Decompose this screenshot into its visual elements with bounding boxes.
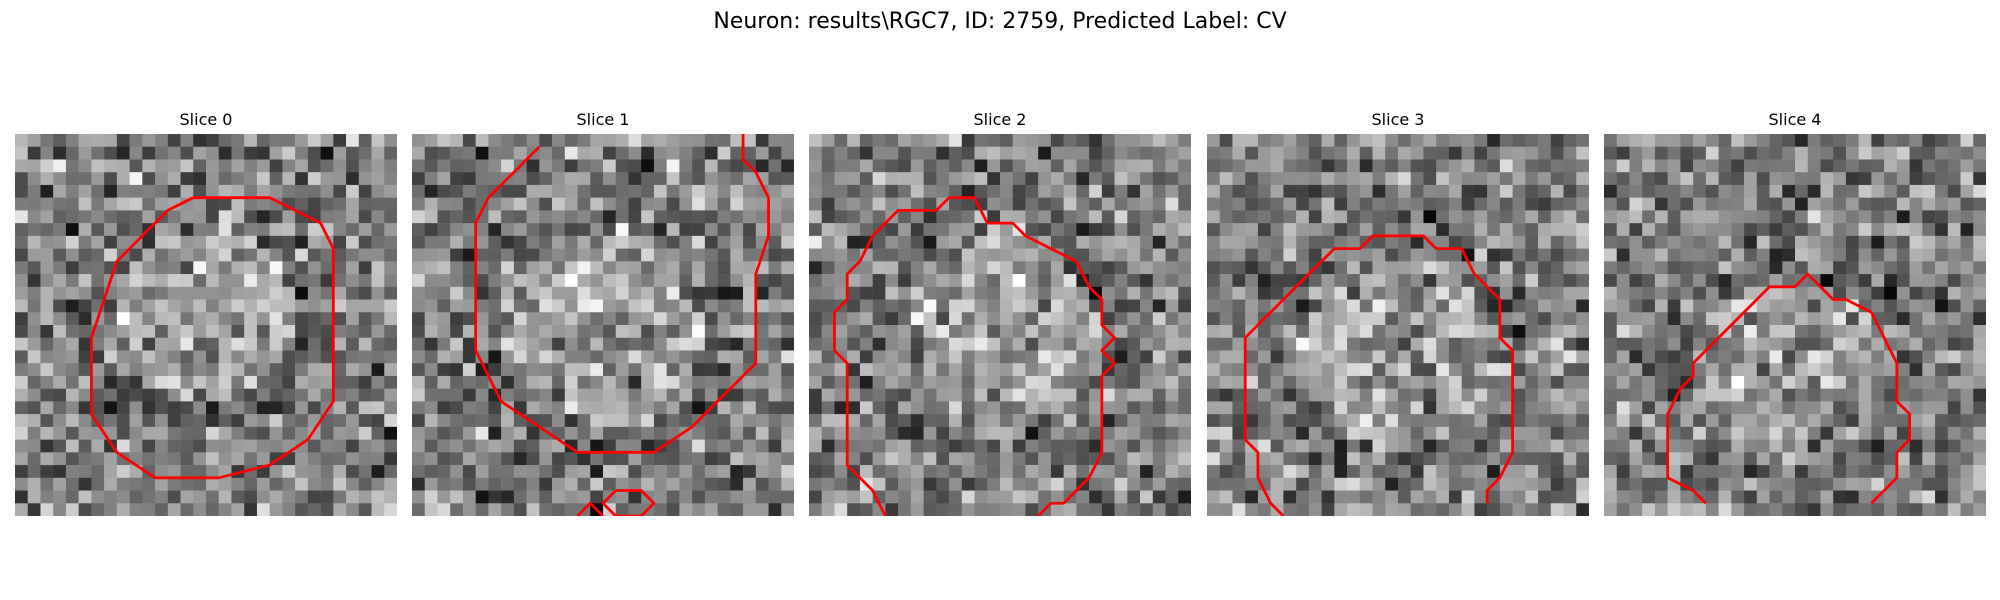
segmentation-contour	[474, 134, 770, 454]
figure-title: Neuron: results\RGC7, ID: 2759, Predicte…	[713, 9, 1287, 34]
slice-panel-3: Slice 3	[1207, 110, 1589, 516]
slice-title: Slice 3	[1371, 110, 1425, 129]
slice-image	[1207, 134, 1589, 516]
slice-panel-0: Slice 0	[15, 110, 397, 516]
segmentation-contour	[89, 196, 335, 480]
segmentation-contour	[576, 501, 604, 516]
slice-title: Slice 2	[973, 110, 1027, 129]
slice-image	[412, 134, 794, 516]
slice-image	[809, 134, 1191, 516]
segmentation-contour	[601, 489, 656, 516]
slice-panel-1: Slice 1	[412, 110, 794, 516]
segmentation-contour	[1243, 234, 1515, 516]
slice-panel-4: Slice 4	[1604, 110, 1986, 516]
slice-image	[1604, 134, 1986, 516]
slice-panel-2: Slice 2	[809, 110, 1191, 516]
segmentation-contour	[1666, 272, 1912, 505]
slice-title: Slice 1	[576, 110, 630, 129]
slice-title: Slice 4	[1768, 110, 1822, 129]
slice-image	[15, 134, 397, 516]
segmentation-contour	[833, 196, 1117, 516]
slice-title: Slice 0	[179, 110, 233, 129]
